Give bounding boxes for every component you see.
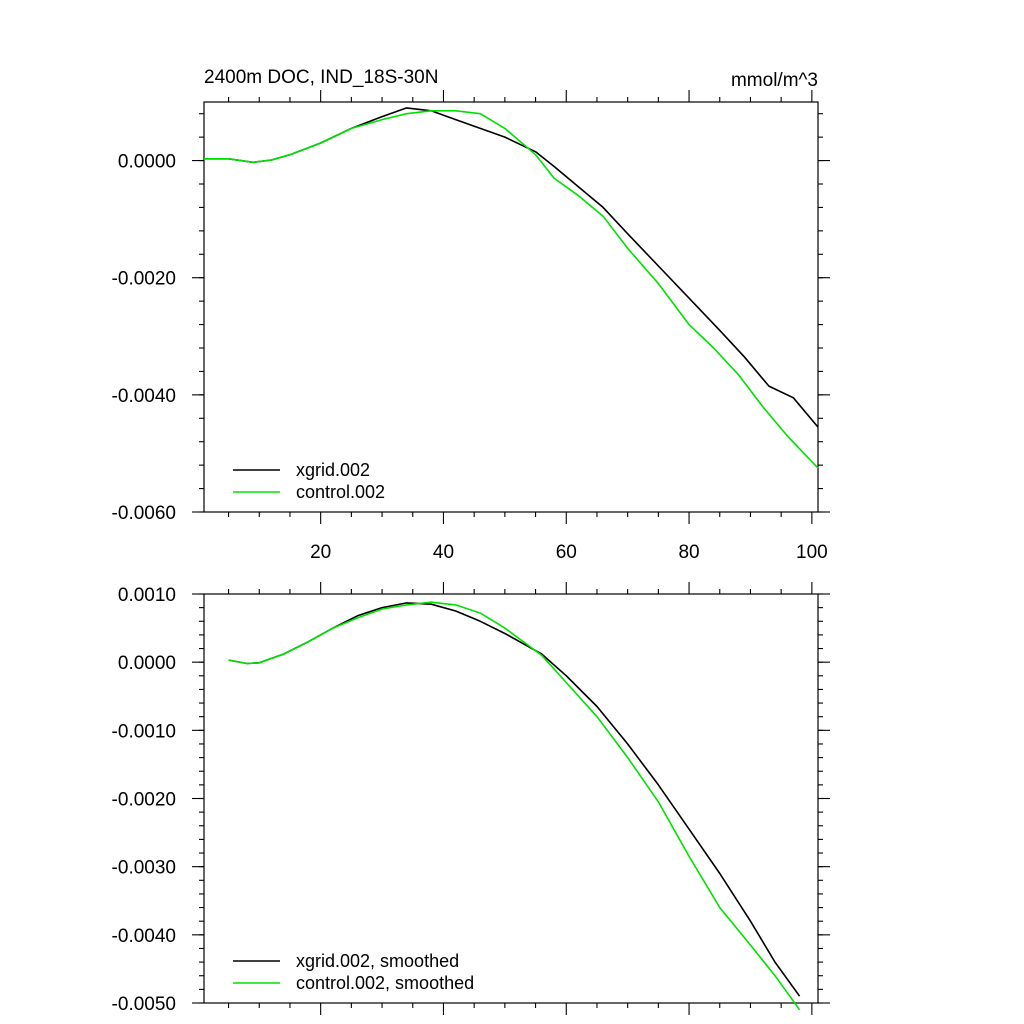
- y-tick-label: -0.0050: [112, 994, 176, 1015]
- top-ticks: 20 40 60 80 100 0.0000 -0.0020 -0.0040 -0.0060: [112, 90, 830, 563]
- legend-label-control-002: control.002: [296, 482, 385, 502]
- series-line-control-002: [204, 110, 819, 469]
- top-legend: xgrid.002 control.002: [233, 460, 385, 502]
- y-tick-label: -0.0010: [112, 721, 176, 742]
- y-tick-label: 0.0010: [118, 585, 176, 606]
- series-line-xgrid-002-smoothed: [228, 602, 801, 997]
- top-panel: 2400m DOC, IND_18S-30N mmol/m^3 20 40 60 80…: [112, 67, 830, 563]
- legend-label-xgrid-002-smoothed: xgrid.002, smoothed: [296, 951, 459, 971]
- bottom-plot-frame: [203, 593, 819, 1004]
- y-tick-label: -0.0040: [112, 386, 176, 407]
- bottom-panel: 0.0010 0.0000 -0.0010 -0.0020 -0.0030 -0.0040…: [112, 582, 830, 1015]
- top-plot-frame: [203, 101, 819, 513]
- y-tick-label: -0.0020: [112, 790, 176, 811]
- y-tick-label: -0.0030: [112, 858, 176, 879]
- x-tick-label: 60: [556, 542, 577, 563]
- y-tick-label: -0.0060: [112, 503, 176, 524]
- y-tick-label: 0.0000: [118, 653, 176, 674]
- top-units: mmol/m^3: [731, 70, 818, 91]
- y-tick-label: 0.0000: [118, 152, 176, 173]
- series-line-xgrid-002: [204, 107, 819, 428]
- y-tick-label: -0.0040: [112, 926, 176, 947]
- top-series: [204, 107, 819, 469]
- bottom-legend: xgrid.002, smoothed control.002, smoothe…: [233, 951, 474, 993]
- x-tick-label: 40: [433, 542, 454, 563]
- legend-label-xgrid-002: xgrid.002: [296, 460, 370, 480]
- x-tick-label: 100: [796, 542, 828, 563]
- legend-label-control-002-smoothed: control.002, smoothed: [296, 973, 474, 993]
- y-tick-label: -0.0020: [112, 269, 176, 290]
- x-tick-label: 20: [310, 542, 331, 563]
- series-line-control-002-smoothed: [228, 601, 801, 1011]
- bottom-ticks: 0.0010 0.0000 -0.0010 -0.0020 -0.0030 -0.0040…: [112, 582, 830, 1015]
- x-tick-label: 80: [678, 542, 699, 563]
- bottom-series: [228, 601, 801, 1011]
- top-title: 2400m DOC, IND_18S-30N: [204, 67, 438, 88]
